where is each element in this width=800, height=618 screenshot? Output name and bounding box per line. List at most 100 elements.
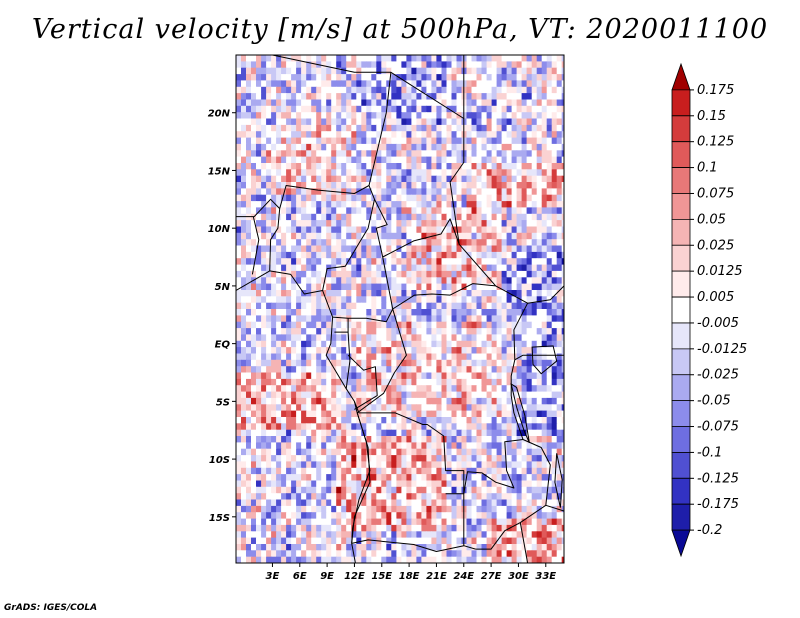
field-cell: [301, 423, 307, 431]
field-cell: [271, 67, 277, 75]
field-cell: [251, 328, 257, 336]
field-cell: [561, 226, 564, 234]
field-cell: [416, 163, 422, 170]
field-cell: [341, 296, 347, 304]
field-cell: [236, 328, 242, 336]
field-cell: [236, 296, 242, 304]
field-cell: [401, 201, 407, 209]
field-cell: [356, 493, 362, 501]
field-cell: [356, 391, 362, 399]
field-cell: [301, 175, 307, 183]
field-cell: [416, 378, 422, 386]
field-cell: [371, 461, 377, 469]
field-cell: [271, 429, 277, 437]
field-cell: [251, 448, 257, 456]
field-cell: [541, 112, 548, 120]
field-cell: [326, 143, 332, 151]
field-cell: [416, 404, 422, 412]
field-cell: [341, 378, 347, 386]
field-cell: [331, 366, 337, 374]
field-cell: [246, 277, 252, 285]
field-cell: [551, 505, 558, 513]
field-cell: [546, 512, 553, 520]
field-cell: [341, 143, 347, 151]
field-cell: [496, 277, 503, 285]
field-cell: [411, 163, 417, 170]
field-cell: [536, 143, 543, 151]
field-cell: [396, 220, 402, 228]
field-cell: [491, 86, 498, 94]
field-cell: [351, 347, 357, 355]
field-cell: [531, 436, 538, 443]
field-cell: [416, 385, 422, 393]
field-cell: [351, 207, 357, 215]
field-cell: [281, 283, 287, 291]
field-cell: [461, 417, 468, 424]
field-cell: [451, 264, 458, 272]
field-cell: [441, 512, 448, 520]
field-cell: [411, 112, 417, 120]
field-cell: [511, 461, 518, 469]
field-cell: [296, 505, 302, 513]
field-cell: [361, 207, 367, 215]
field-cell: [546, 474, 553, 482]
field-cell: [481, 296, 488, 304]
field-cell: [516, 137, 523, 145]
field-cell: [431, 93, 437, 101]
field-cell: [521, 372, 528, 380]
field-cell: [476, 302, 483, 310]
field-cell: [476, 486, 483, 494]
field-cell: [346, 194, 352, 202]
field-cell: [386, 429, 392, 437]
field-cell: [431, 245, 437, 253]
field-cell: [296, 467, 302, 475]
field-cell: [276, 378, 282, 386]
field-cell: [391, 124, 397, 132]
field-cell: [391, 372, 397, 380]
field-cell: [331, 112, 337, 120]
field-cell: [506, 467, 513, 475]
field-cell: [541, 270, 548, 278]
field-cell: [501, 524, 508, 532]
field-cell: [281, 423, 287, 431]
field-cell: [446, 429, 453, 437]
field-cell: [481, 169, 488, 177]
field-cell: [521, 296, 528, 304]
field-cell: [241, 366, 247, 374]
field-cell: [256, 137, 262, 145]
field-cell: [411, 334, 417, 342]
field-cell: [466, 169, 473, 177]
field-cell: [261, 467, 267, 475]
field-cell: [321, 143, 327, 151]
field-cell: [376, 182, 382, 189]
field-cell: [336, 309, 342, 316]
field-cell: [356, 258, 362, 266]
field-cell: [251, 359, 257, 367]
field-cell: [271, 378, 277, 386]
field-cell: [361, 258, 367, 266]
field-cell: [406, 182, 412, 189]
field-cell: [376, 226, 382, 234]
field-cell: [521, 277, 528, 285]
field-cell: [546, 359, 553, 367]
field-cell: [366, 524, 372, 532]
field-cell: [376, 194, 382, 202]
field-cell: [521, 505, 528, 513]
field-cell: [366, 474, 372, 482]
field-cell: [481, 486, 488, 494]
field-cell: [356, 220, 362, 228]
field-cell: [396, 226, 402, 234]
field-cell: [336, 448, 342, 456]
field-cell: [486, 194, 493, 202]
field-cell: [471, 505, 478, 513]
field-cell: [366, 423, 372, 431]
field-cell: [346, 480, 352, 488]
field-cell: [341, 55, 347, 62]
field-cell: [396, 512, 402, 520]
field-cell: [511, 207, 518, 215]
field-cell: [356, 55, 362, 62]
field-cell: [536, 353, 543, 361]
field-cell: [436, 220, 442, 228]
field-cell: [356, 124, 362, 132]
field-cell: [281, 55, 287, 62]
